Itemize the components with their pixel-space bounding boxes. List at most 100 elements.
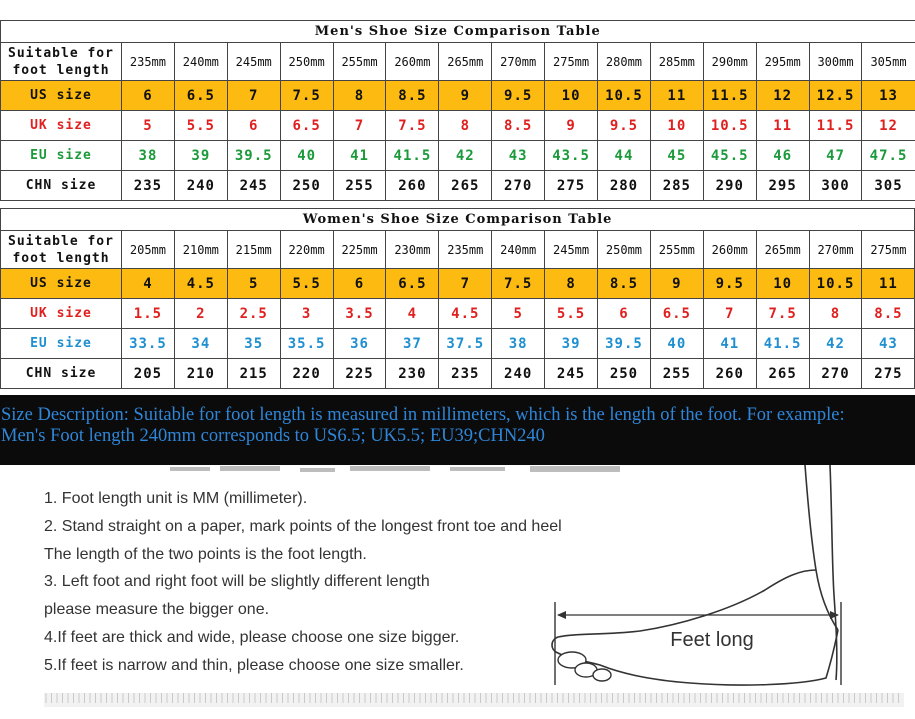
mens-eu-size-cell: 47.5 [861, 140, 915, 171]
mens-uk-size-cell: 6 [226, 110, 281, 141]
womens-chn-size-cell: 230 [385, 358, 440, 389]
womens-table-title: Women's Shoe Size Comparison Table [0, 208, 915, 231]
mens-chn-size-cell: 270 [491, 170, 546, 201]
mens-eu-size-cell: 40 [279, 140, 334, 171]
womens-eu-size-cell: 35 [226, 328, 281, 359]
mens-uk-size-cell: 7 [332, 110, 387, 141]
mens-uk-size-cell: 9.5 [597, 110, 651, 141]
calf-outline [829, 465, 838, 681]
womens-foot-length-cell: 205mm [121, 230, 175, 269]
mens-foot-length-cell: 250mm [279, 42, 334, 81]
step-4: 4.If feet are thick and wide, please cho… [44, 628, 460, 646]
mens-chn-size-cell: 295 [755, 170, 810, 201]
mens-uk-size-cell: 6.5 [279, 110, 334, 141]
womens-us-size-cell: 8 [544, 268, 599, 299]
mens-chn-size-cell: 240 [173, 170, 228, 201]
womens-chn-size-cell: 275 [861, 358, 915, 389]
womens-foot-length-cell: 220mm [279, 230, 334, 269]
womens-chn-size-cell: 255 [649, 358, 704, 389]
womens-eu-size-cell: 35.5 [279, 328, 334, 359]
toe-3 [592, 668, 612, 682]
womens-eu-size-cell: 34 [173, 328, 228, 359]
step-2-continued: The length of the two points is the foot… [44, 545, 367, 563]
step-3: 3. Left foot and right foot will be slig… [44, 573, 430, 591]
mens-us-size-cell: 10.5 [597, 80, 651, 111]
mens-uk-label: UK size [0, 110, 122, 141]
mens-eu-size-cell: 39.5 [226, 140, 281, 171]
mens-us-size-cell: 7 [226, 80, 281, 111]
womens-us-size-cell: 11 [861, 268, 915, 299]
mens-uk-size-cell: 10.5 [702, 110, 757, 141]
mens-us-size-cell: 9.5 [491, 80, 546, 111]
mens-chn-size-cell: 245 [226, 170, 281, 201]
womens-foot-length-cell: 270mm [808, 230, 863, 269]
measuring-steps: 1. Foot length unit is MM (millimeter). … [44, 485, 562, 680]
mens-uk-size-cell: 9 [544, 110, 599, 141]
foot-outline [551, 569, 839, 686]
womens-us-size-cell: 6 [332, 268, 387, 299]
womens-eu-size-cell: 38 [491, 328, 546, 359]
measuring-guide: 1. Foot length unit is MM (millimeter). … [0, 465, 915, 719]
womens-us-size-cell: 7.5 [491, 268, 546, 299]
mens-us-size-cell: 10 [544, 80, 599, 111]
mens-uk-size-cell: 5.5 [173, 110, 228, 141]
womens-us-size-cell: 6.5 [385, 268, 440, 299]
mens-us-size-cell: 6.5 [173, 80, 228, 111]
foot-length-label-line2: foot length [12, 250, 110, 266]
womens-eu-size-cell: 41 [702, 328, 757, 359]
foot-length-label-line1: Suitable for [8, 45, 114, 61]
womens-uk-size-cell: 7 [702, 298, 757, 329]
mens-uk-row: UK size 5 5.5 6 6.5 7 7.5 8 8.5 9 9.5 10 10.5 11 11.5… [0, 110, 915, 141]
womens-chn-size-cell: 235 [438, 358, 493, 389]
womens-us-size-cell: 5 [226, 268, 281, 299]
womens-uk-size-cell: 2 [173, 298, 228, 329]
mens-uk-size-cell: 7.5 [385, 110, 440, 141]
mens-chn-size-cell: 265 [438, 170, 493, 201]
shin-outline [804, 465, 839, 631]
mens-chn-size-cell: 260 [385, 170, 440, 201]
womens-uk-size-cell: 8 [808, 298, 863, 329]
womens-us-size-cell: 4 [121, 268, 175, 299]
foot-measure-illustration: Feet long [551, 465, 842, 686]
mens-us-size-cell: 6 [121, 80, 175, 111]
womens-foot-length-row: Suitable for foot length 205mm 210mm 215mm… [0, 230, 915, 269]
womens-chn-size-cell: 240 [491, 358, 546, 389]
womens-foot-length-cell: 235mm [438, 230, 493, 269]
womens-foot-length-cell: 255mm [649, 230, 704, 269]
womens-chn-size-cell: 270 [808, 358, 863, 389]
foot-length-label-line2: foot length [12, 62, 110, 78]
mens-uk-size-cell: 11.5 [808, 110, 863, 141]
mens-foot-length-cell: 280mm [597, 42, 651, 81]
womens-chn-size-cell: 220 [279, 358, 334, 389]
womens-foot-length-cell: 225mm [332, 230, 387, 269]
mens-eu-size-cell: 43 [491, 140, 546, 171]
womens-eu-size-cell: 39 [544, 328, 599, 359]
womens-uk-size-cell: 6.5 [649, 298, 704, 329]
mens-eu-label: EU size [0, 140, 122, 171]
ruler-strip [44, 693, 904, 707]
womens-chn-size-cell: 205 [121, 358, 175, 389]
mens-foot-length-cell: 255mm [332, 42, 387, 81]
mens-foot-length-cell: 300mm [808, 42, 863, 81]
womens-uk-size-cell: 3.5 [332, 298, 387, 329]
mens-us-size-cell: 8 [332, 80, 387, 111]
womens-us-size-cell: 9 [649, 268, 704, 299]
mens-foot-length-row: Suitable for foot length 235mm 240mm 245mm… [0, 42, 915, 81]
womens-chn-row: CHN size 205 210 215 220 225 230 235 240 245 250 2… [0, 358, 915, 389]
womens-eu-size-cell: 36 [332, 328, 387, 359]
mens-eu-size-cell: 47 [808, 140, 863, 171]
mens-foot-length-cell: 235mm [121, 42, 175, 81]
mens-foot-length-cell: 270mm [491, 42, 546, 81]
mens-chn-size-cell: 275 [544, 170, 599, 201]
womens-uk-size-cell: 1.5 [121, 298, 175, 329]
womens-us-row: US size 4 4.5 5 5.5 6 6.5 7 7.5 8 8.5 9 9.5 10 10.5 11 [0, 268, 915, 299]
foot-length-label-line1: Suitable for [8, 233, 114, 249]
mens-eu-size-cell: 44 [597, 140, 651, 171]
womens-us-size-cell: 10.5 [808, 268, 863, 299]
mens-uk-size-cell: 5 [121, 110, 175, 141]
womens-foot-length-cell: 245mm [544, 230, 599, 269]
womens-eu-size-cell: 42 [808, 328, 863, 359]
feet-long-caption: Feet long [670, 629, 753, 651]
size-description-line1: Size Description: Suitable for foot leng… [1, 405, 845, 425]
womens-us-size-cell: 7 [438, 268, 493, 299]
